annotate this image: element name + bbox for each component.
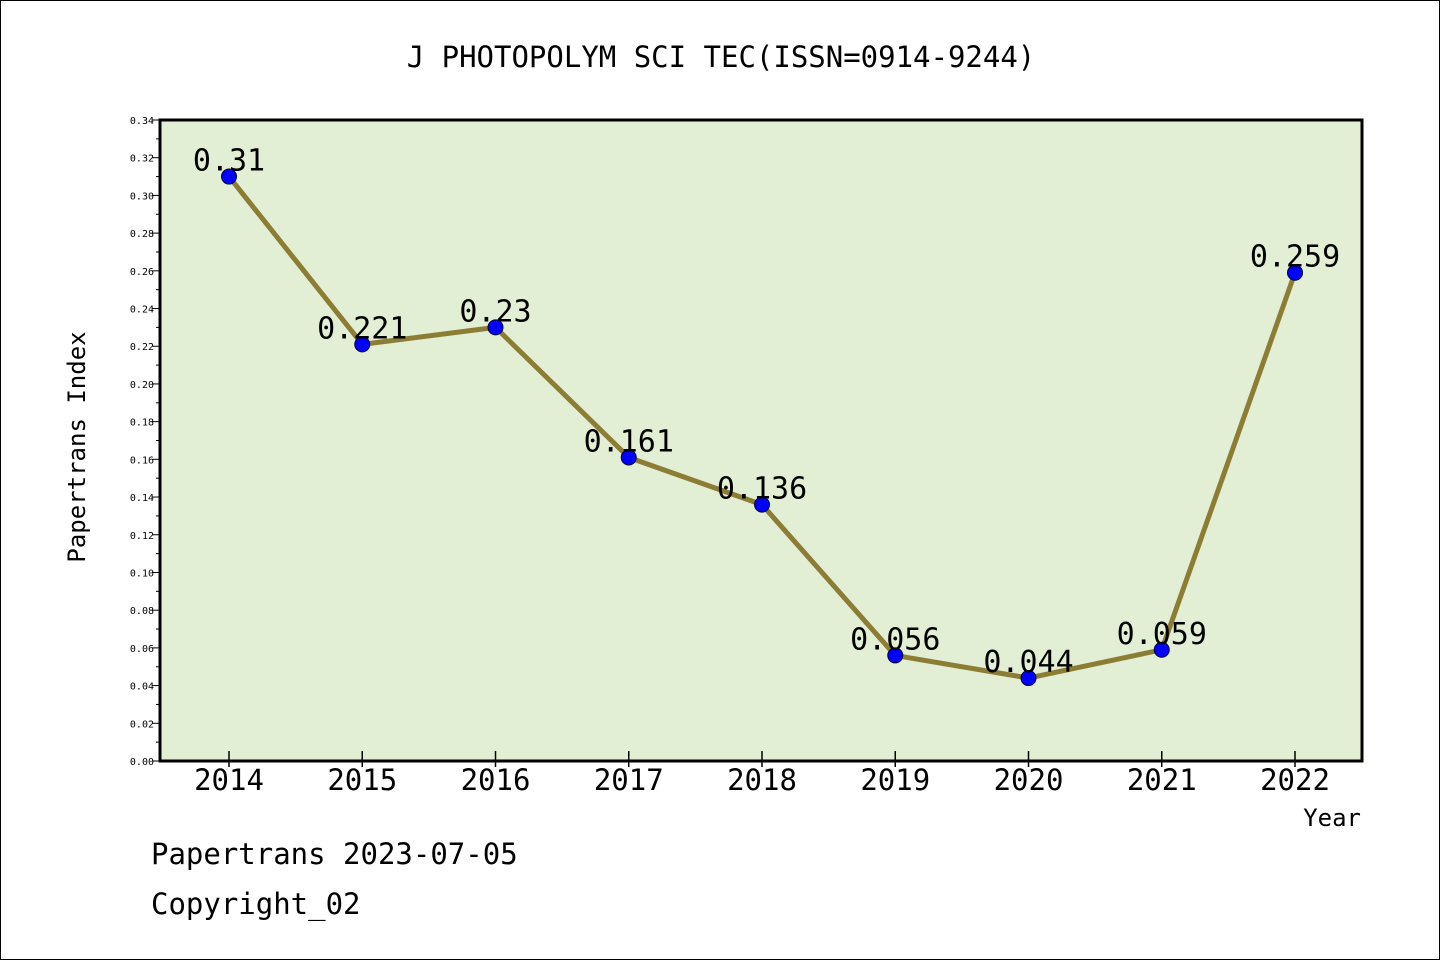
- data-label: 0.161: [584, 424, 674, 459]
- y-tick-label: 0.26: [130, 267, 154, 278]
- data-label: 0.044: [983, 645, 1073, 680]
- y-tick-label: 0.20: [130, 380, 154, 391]
- y-axis-label: Papertrans Index: [63, 331, 91, 562]
- data-label: 0.221: [317, 311, 407, 346]
- data-point: [620, 449, 637, 466]
- y-tick-label: 0.08: [130, 606, 154, 617]
- data-labels: 0.31 0.221 0.23 0.161 0.136 0.056 0.044 0.059 0.…: [193, 144, 1340, 680]
- y-tick-label: 0.16: [130, 455, 154, 466]
- y-tick-label: 0.24: [130, 305, 154, 316]
- y-tick-label: 0.12: [130, 531, 154, 542]
- y-tick-label: 0.00: [130, 757, 154, 768]
- y-tick-label: 0.18: [130, 418, 154, 429]
- data-point: [1020, 670, 1037, 687]
- x-tick-label: 2016: [461, 763, 531, 797]
- y-tick-label: 0.30: [130, 191, 154, 202]
- y-tick-label: 0.04: [130, 682, 154, 693]
- y-tick-label: 0.02: [130, 719, 154, 730]
- x-tick-label: 2014: [194, 763, 264, 797]
- data-point: [1287, 264, 1303, 281]
- y-tick-label: 0.28: [130, 229, 154, 240]
- data-label: 0.23: [459, 294, 531, 329]
- chart-title: J PHOTOPOLYM SCI TEC(ISSN=0914-9244): [407, 40, 1036, 74]
- y-axis: 0.00 0.02 0.04 0.06 0.08 0.10 0.12 0.14 0.16 0.18…: [130, 116, 160, 768]
- y-tick-label: 0.22: [130, 342, 154, 353]
- data-point: [354, 336, 371, 353]
- x-axis-label: Year: [1303, 804, 1361, 832]
- source-footer: Papertrans 2023-07-05: [151, 837, 518, 871]
- x-tick-label: 2022: [1260, 763, 1330, 797]
- copyright-footer: Copyright_02: [151, 887, 361, 921]
- data-point: [487, 319, 504, 336]
- x-tick-label: 2021: [1127, 763, 1197, 797]
- y-tick-label: 0.32: [130, 154, 154, 165]
- data-point: [887, 647, 904, 664]
- x-tick-label: 2020: [994, 763, 1064, 797]
- data-label: 0.259: [1250, 240, 1340, 275]
- x-tick-label: 2015: [327, 763, 397, 797]
- y-tick-label: 0.06: [130, 644, 154, 655]
- data-label: 0.059: [1117, 617, 1207, 652]
- series-papertrans-index: [221, 168, 1303, 687]
- x-tick-label: 2019: [860, 763, 930, 797]
- data-label: 0.136: [717, 472, 807, 507]
- x-tick-label: 2018: [727, 763, 797, 797]
- data-point: [1153, 641, 1170, 658]
- plot-area: [158, 118, 1364, 763]
- y-tick-label: 0.14: [130, 493, 154, 504]
- data-point: [754, 496, 770, 513]
- y-tick-label: 0.10: [130, 568, 154, 579]
- y-tick-label: 0.34: [130, 116, 154, 127]
- data-label: 0.31: [193, 144, 265, 179]
- x-tick-label: 2017: [594, 763, 664, 797]
- x-axis: 2014 2015 2016 2017 2018 2019 2020 2021 2022: [194, 751, 1330, 797]
- data-point: [221, 168, 237, 185]
- data-label: 0.056: [850, 622, 940, 657]
